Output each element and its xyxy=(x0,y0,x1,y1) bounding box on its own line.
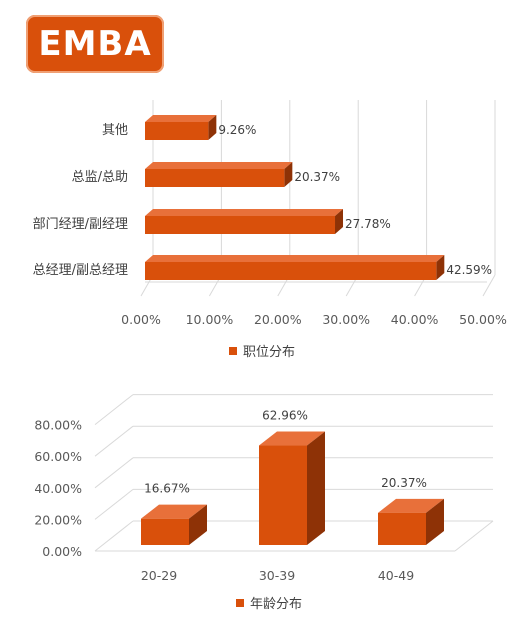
position-legend-swatch xyxy=(229,347,237,355)
position-bar-side xyxy=(284,162,293,187)
position-x-tick: 0.00% xyxy=(121,312,161,327)
position-bar-side xyxy=(208,115,217,140)
age-bar xyxy=(141,504,207,545)
position-x-tick: 30.00% xyxy=(322,312,370,327)
age-bar-side xyxy=(426,498,444,545)
position-chart-x-ticks: 0.00% 10.00% 20.00% 30.00% 40.00% 50.00% xyxy=(121,312,507,327)
position-x-tick: 20.00% xyxy=(254,312,302,327)
position-category-label: 其他 xyxy=(102,123,128,138)
age-category-label: 20-29 xyxy=(141,568,177,583)
position-data-label: 42.59% xyxy=(446,263,492,277)
position-category-label: 总经理/副总经理 xyxy=(33,263,128,278)
age-legend-swatch xyxy=(236,599,244,607)
position-data-label: 27.78% xyxy=(345,217,391,231)
position-bar-front xyxy=(145,262,437,280)
age-bar xyxy=(259,431,325,545)
position-bar-front xyxy=(145,169,285,187)
age-chart-categories: 20-29 30-39 40-49 xyxy=(141,568,414,583)
age-chart-data-labels: 16.67% 62.96% 20.37% xyxy=(144,409,427,496)
position-legend-label: 职位分布 xyxy=(243,345,295,360)
position-bar xyxy=(145,209,344,234)
age-bar-top xyxy=(259,431,325,446)
position-chart-bars xyxy=(145,115,445,280)
position-bar-top xyxy=(145,209,344,216)
age-category-label: 30-39 xyxy=(259,568,295,583)
age-chart-legend: 年龄分布 xyxy=(236,597,302,612)
position-category-label: 总监/总助 xyxy=(72,170,128,185)
position-distribution-chart: 0.00% 10.00% 20.00% 30.00% 40.00% 50.00% 总经理/… xyxy=(33,100,507,360)
age-side-gridline xyxy=(94,394,134,425)
position-bar-top xyxy=(145,162,293,169)
position-floor-gridline xyxy=(482,274,496,297)
age-bar-top xyxy=(141,504,207,519)
age-side-gridline xyxy=(94,520,134,552)
age-floor-right xyxy=(454,520,494,552)
age-y-tick: 20.00% xyxy=(34,512,82,527)
age-y-tick: 40.00% xyxy=(34,481,82,496)
age-side-gridline xyxy=(94,489,134,520)
position-bar-front xyxy=(145,122,209,140)
position-x-tick: 10.00% xyxy=(186,312,234,327)
age-legend-label: 年龄分布 xyxy=(250,597,302,612)
age-bar-front xyxy=(259,445,307,545)
age-data-label: 16.67% xyxy=(144,482,190,496)
age-data-label: 20.37% xyxy=(381,476,427,490)
position-x-tick: 50.00% xyxy=(459,312,507,327)
age-data-label: 62.96% xyxy=(262,409,308,423)
age-bar xyxy=(378,498,444,545)
age-chart-bars xyxy=(141,431,444,545)
position-bar xyxy=(145,162,293,187)
age-y-tick: 0.00% xyxy=(42,544,82,559)
age-bar-side xyxy=(307,431,325,545)
position-category-label: 部门经理/副经理 xyxy=(33,217,128,232)
emba-badge: EMBA xyxy=(26,15,164,73)
position-bar-top xyxy=(145,115,217,122)
age-side-gridline xyxy=(94,425,134,457)
age-bar-top xyxy=(378,498,444,513)
position-bar xyxy=(145,255,445,280)
age-bar-front xyxy=(378,512,426,545)
position-data-label: 9.26% xyxy=(218,123,256,137)
position-chart-legend: 职位分布 xyxy=(229,345,295,360)
age-side-gridline xyxy=(94,457,134,489)
age-chart-y-ticks: 0.00% 20.00% 40.00% 60.00% 80.00% xyxy=(34,418,82,559)
position-bar xyxy=(145,115,217,140)
position-bar-side xyxy=(436,255,445,280)
position-bar-top xyxy=(145,255,445,262)
age-bar-side xyxy=(189,504,207,545)
position-chart-gridlines xyxy=(140,100,496,297)
age-category-label: 40-49 xyxy=(378,568,414,583)
position-bar-side xyxy=(335,209,344,234)
position-x-tick: 40.00% xyxy=(391,312,439,327)
position-data-label: 20.37% xyxy=(294,170,340,184)
age-y-tick: 80.00% xyxy=(34,418,82,433)
age-y-tick: 60.00% xyxy=(34,449,82,464)
age-bar-front xyxy=(141,518,189,545)
position-bar-front xyxy=(145,216,336,234)
position-chart-data-labels: 42.59% 27.78% 20.37% 9.26% xyxy=(218,123,492,277)
